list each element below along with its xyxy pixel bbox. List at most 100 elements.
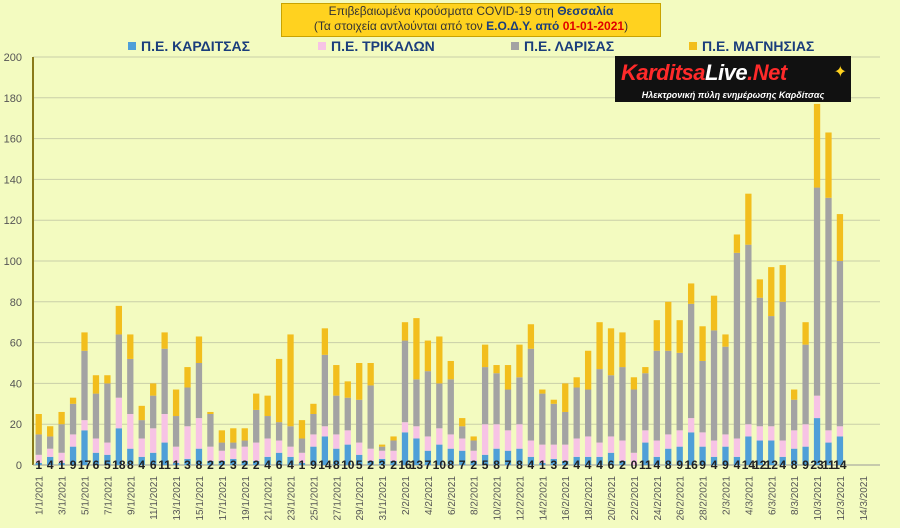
karditsa-value-label-55: 8: [665, 458, 672, 472]
x-tick-label-13: 27/1/2021: [332, 476, 343, 521]
bar-segment-s2-d64: [768, 316, 775, 427]
x-tick-label-6: 13/1/2021: [172, 476, 183, 521]
bar-segment-s0-d40: [493, 448, 500, 465]
x-tick-label-25: 20/2/2021: [607, 476, 618, 521]
bar-segment-s2-d17: [230, 442, 237, 449]
bar-segment-s2-d27: [344, 397, 351, 431]
bar-segment-s3-d25: [321, 328, 329, 355]
y-tick-label-4: 80: [10, 297, 22, 309]
bar-segment-s0-d34: [424, 450, 432, 465]
bar-segment-s1-d43: [527, 440, 535, 457]
bar-segment-s3-d31: [390, 436, 397, 441]
x-tick-label-24: 18/2/2021: [584, 476, 595, 521]
bar-segment-s0-d13: [184, 458, 191, 465]
karditsa-value-label-51: 2: [619, 458, 626, 472]
bar-segment-s1-d58: [699, 432, 706, 447]
bar-segment-s3-d3: [69, 397, 77, 404]
bar-segment-s2-d10: [150, 395, 157, 429]
bar-segment-s0-d23: [298, 462, 306, 465]
karditsalive-logo: KarditsaLive.Net ✦ Ηλεκτρονική πύλη ενημ…: [615, 56, 851, 102]
karditsa-value-label-69: 11: [822, 458, 835, 472]
bar-segment-s2-d42: [516, 377, 523, 425]
karditsa-value-label-40: 8: [493, 458, 500, 472]
bar-segment-s2-d70: [836, 261, 844, 427]
bar-segment-s3-d33: [413, 318, 420, 380]
bar-segment-s1-d21: [275, 440, 283, 453]
x-tick-label-22: 14/2/2021: [538, 476, 549, 521]
bar-segment-s2-d43: [527, 348, 535, 441]
karditsa-value-label-30: 3: [379, 458, 386, 472]
bar-segment-s1-d2: [58, 452, 65, 463]
bar-segment-s1-d7: [115, 397, 122, 429]
bar-segment-s2-d67: [802, 344, 809, 425]
value-labels: 1 4 1 9 17 6 5 18 8 4 6 11 1 3 8 2 2 3 2 2 4 6 4 1 9 14 8 10 5 2 3 2 161…: [35, 458, 847, 472]
karditsa-value-label-48: 4: [585, 458, 592, 472]
bar-segment-s0-d57: [687, 432, 695, 465]
x-tick-label-8: 17/1/2021: [218, 476, 229, 521]
x-tick-label-11: 23/1/2021: [287, 476, 298, 521]
legend-swatch-2: [511, 42, 519, 50]
bar-segment-s2-d53: [642, 373, 649, 431]
bar-segment-s0-d65: [779, 456, 786, 465]
bar-segment-s0-d19: [253, 460, 260, 465]
bar-segment-s3-d19: [253, 393, 260, 410]
legend-swatch-1: [318, 42, 326, 50]
x-tick-label-14: 29/1/2021: [355, 476, 366, 521]
bar-segment-s1-d25: [321, 426, 329, 437]
bar-segment-s1-d4: [81, 420, 88, 431]
bar-segment-s2-d60: [722, 346, 729, 435]
bar-segment-s3-d60: [722, 334, 729, 347]
bar-segment-s2-d69: [825, 197, 832, 431]
x-tick-label-2: 5/1/2021: [81, 476, 92, 515]
karditsa-value-label-29: 2: [367, 458, 374, 472]
karditsa-value-label-10: 6: [150, 458, 157, 472]
bar-segment-s3-d18: [241, 428, 248, 441]
bar-segment-s3-d26: [333, 365, 340, 396]
bar-segment-s2-d29: [367, 385, 374, 449]
bar-segment-s1-d56: [676, 430, 683, 447]
title-start-date: 01-01-2021: [562, 19, 625, 33]
x-tick-label-7: 15/1/2021: [195, 476, 206, 521]
bar-segment-s0-d33: [413, 438, 420, 465]
karditsa-value-label-18: 2: [241, 458, 248, 472]
karditsa-value-label-19: 2: [253, 458, 260, 472]
bar-segment-s0-d58: [699, 446, 706, 465]
karditsa-value-label-3: 9: [70, 458, 77, 472]
bar-segment-s3-d36: [447, 360, 454, 380]
bar-segment-s0-d29: [367, 460, 374, 465]
bar-segment-s1-d62: [745, 424, 752, 437]
y-tick-label-6: 120: [4, 215, 22, 227]
karditsa-value-label-49: 4: [596, 458, 603, 472]
bar-segment-s0-d4: [81, 430, 88, 465]
karditsa-value-label-28: 5: [356, 458, 363, 472]
bar-segment-s2-d44: [539, 393, 546, 445]
bar-segment-s0-d18: [241, 460, 248, 465]
bar-segment-s2-d9: [138, 420, 145, 439]
bar-segment-s0-d6: [104, 454, 111, 465]
bar-segment-s0-d30: [378, 458, 386, 465]
title-line-2: (Τα στοιχεία αντλούνται από τον Ε.Ο.Δ.Υ.…: [282, 19, 660, 34]
bar-segment-s0-d55: [665, 448, 672, 465]
bar-segment-s3-d61: [733, 234, 741, 253]
karditsa-value-label-24: 9: [310, 458, 317, 472]
bar-segment-s3-d58: [699, 326, 706, 361]
bar-segment-s2-d55: [665, 350, 672, 435]
bar-segment-s1-d22: [287, 446, 294, 457]
bar-segment-s0-d53: [642, 442, 649, 465]
bar-segment-s0-d67: [802, 446, 809, 465]
bar-segment-s0-d63: [756, 440, 763, 465]
legend-label-1: Π.Ε. ΤΡΙΚΑΛΩΝ: [331, 38, 435, 54]
bar-segment-s1-d27: [344, 430, 351, 445]
x-tick-label-27: 24/2/2021: [653, 476, 664, 521]
bar-segment-s3-d29: [367, 363, 374, 386]
x-tick-label-31: 4/3/2021: [744, 476, 755, 515]
bar-segment-s3-d11: [161, 332, 168, 349]
karditsa-value-label-70: 14: [833, 458, 847, 472]
bar-segment-s2-d18: [241, 440, 248, 447]
karditsa-value-label-20: 4: [264, 458, 271, 472]
title-source-prefix: (Τα στοιχεία αντλούνται από τον: [313, 19, 487, 33]
bar-segment-s0-d17: [230, 458, 237, 465]
karditsa-value-label-52: 0: [631, 458, 638, 472]
x-tick-label-36: 14/3/2021: [859, 476, 870, 521]
bar-segment-s3-d7: [115, 305, 122, 335]
